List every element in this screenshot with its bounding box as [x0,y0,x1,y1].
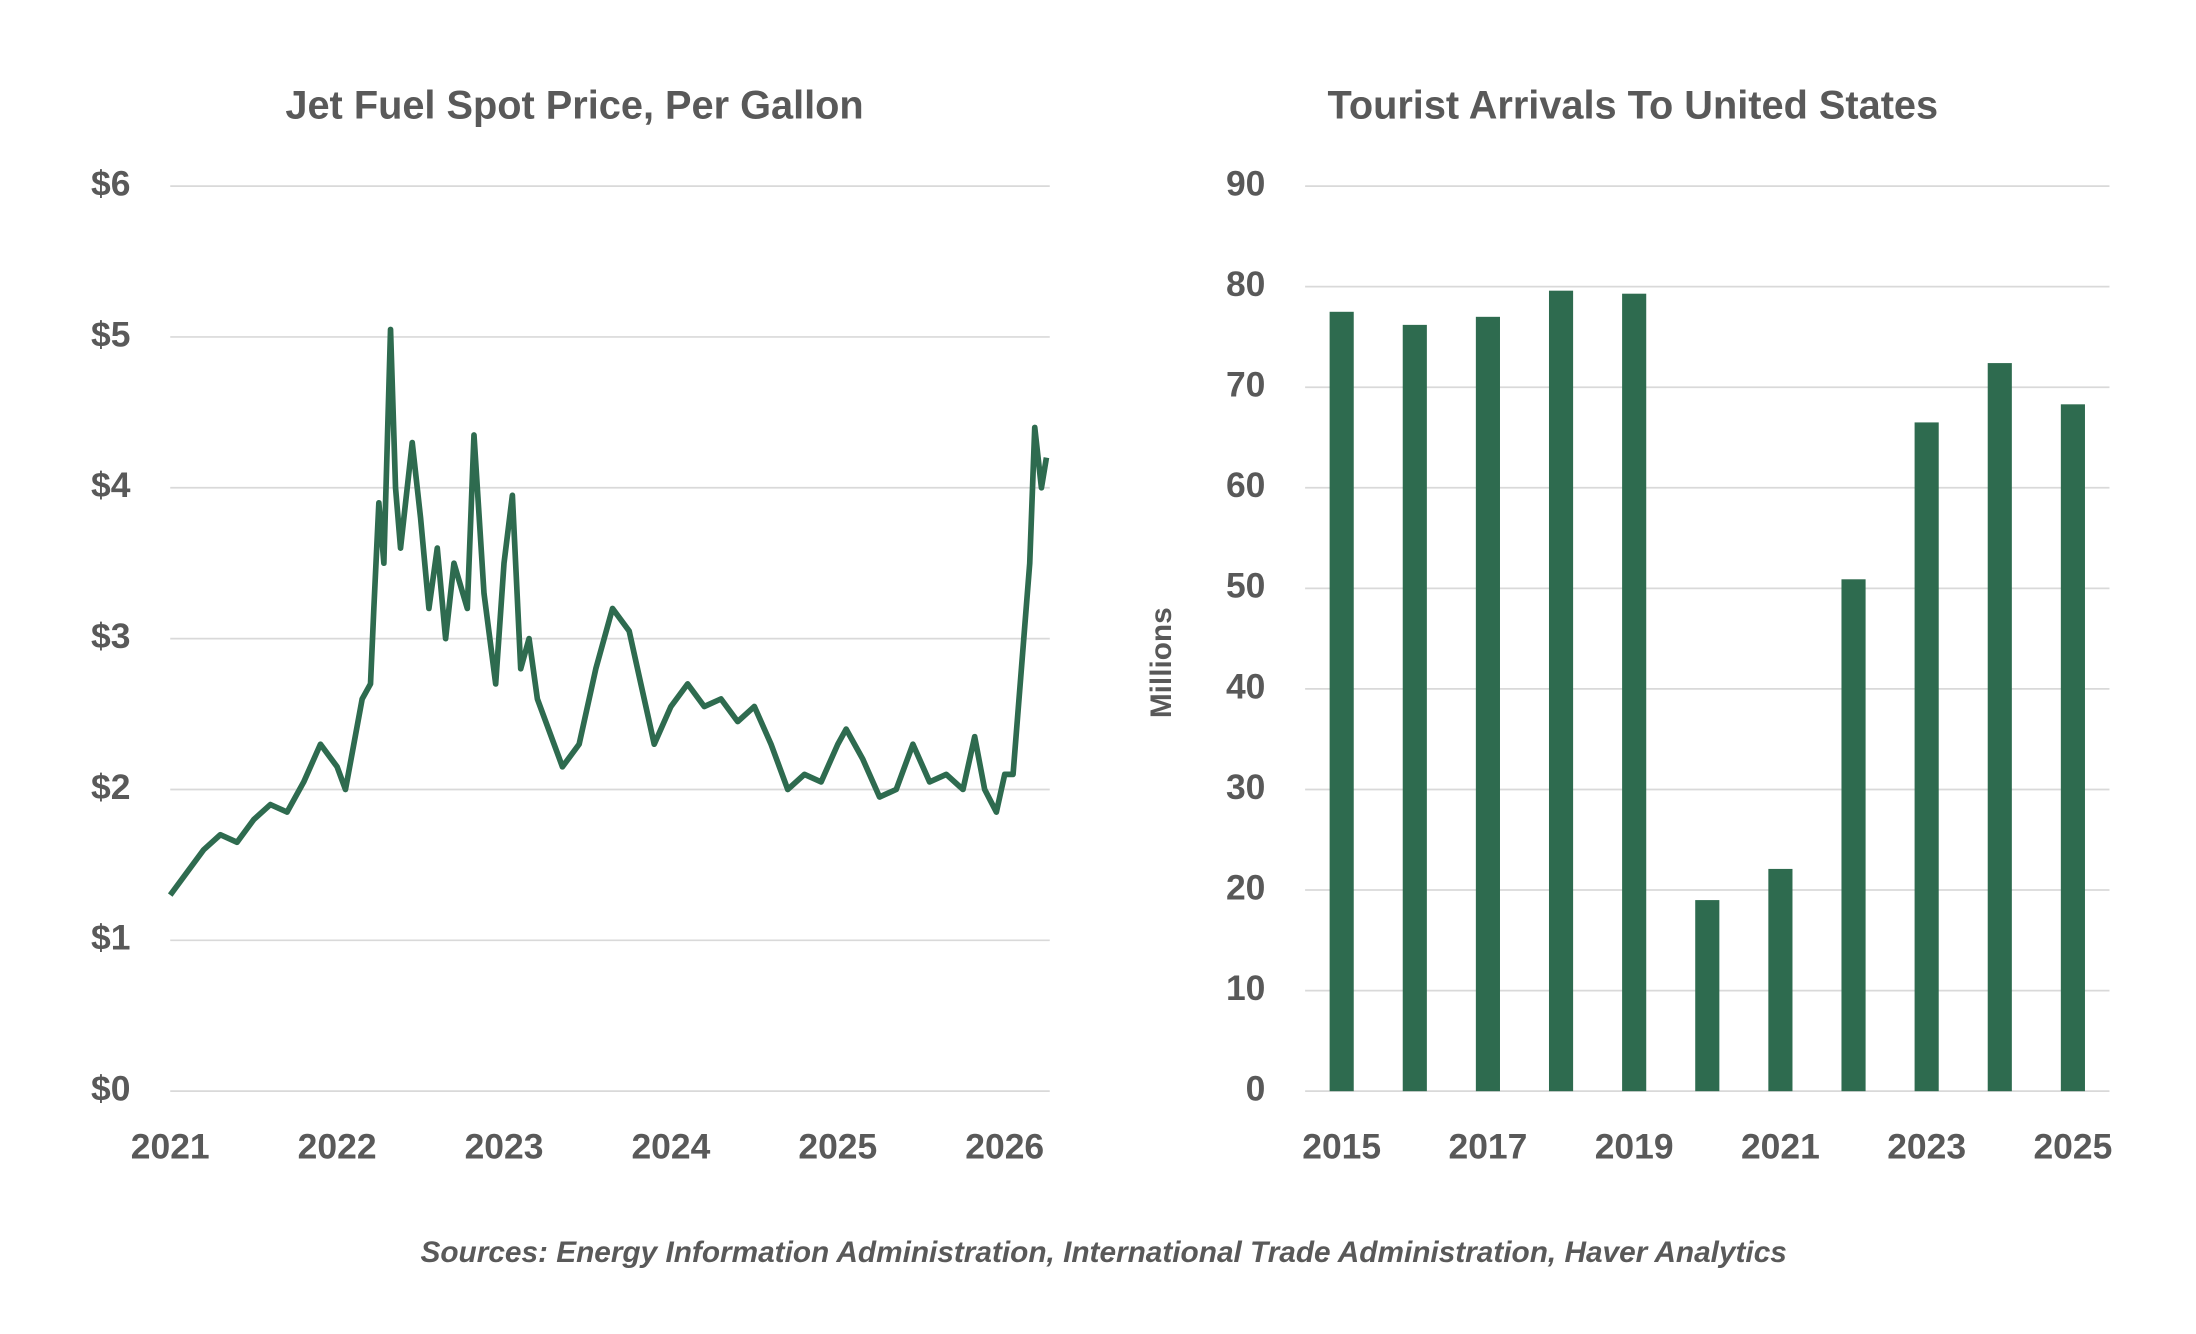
x-tick-label: 2017 [1448,1127,1527,1167]
x-tick-label: 2022 [298,1127,377,1167]
x-tick-label: 2023 [1887,1127,1966,1167]
y-tick-label: $1 [91,918,130,958]
y-tick-label: 50 [1226,566,1265,606]
y-tick-label: 60 [1226,465,1265,505]
y-tick-label: 80 [1226,264,1265,304]
bar [1695,900,1720,1092]
y-tick-label: $5 [91,314,130,354]
x-tick-label: 2026 [965,1127,1044,1167]
y-tick-label: $6 [91,163,130,203]
y-tick-label: 0 [1246,1069,1266,1109]
bar [1768,868,1793,1092]
chart-title: Tourist Arrivals To United States [1328,84,1939,128]
y-tick-label: 10 [1226,968,1265,1008]
bar [1329,311,1354,1092]
bar [1475,316,1500,1092]
bar [1402,324,1427,1092]
x-tick-label: 2021 [1741,1127,1820,1167]
bar [2060,404,2085,1092]
chart-title: Jet Fuel Spot Price, Per Gallon [285,84,863,128]
y-tick-label: 30 [1226,767,1265,807]
y-tick-label: $0 [91,1069,130,1109]
bar [1987,363,2012,1092]
x-tick-label: 2019 [1595,1127,1674,1167]
y-tick-label: 90 [1226,163,1265,203]
x-tick-label: 2023 [465,1127,544,1167]
y-tick-label: $2 [91,767,130,807]
y-tick-label: 20 [1226,867,1265,907]
x-tick-label: 2024 [631,1127,710,1167]
y-tick-label: 70 [1226,365,1265,405]
y-tick-label: $4 [91,465,131,505]
price-line [167,326,1050,897]
y-tick-label: 40 [1226,666,1265,706]
y-tick-label: $3 [91,616,130,656]
x-tick-label: 2015 [1302,1127,1381,1167]
x-tick-label: 2025 [798,1127,877,1167]
bar [1622,293,1647,1092]
bar [1914,422,1939,1092]
source-note: Sources: Energy Information Administrati… [421,1236,1787,1269]
x-tick-label: 2021 [131,1127,210,1167]
bar [1548,290,1574,1092]
y-axis-label: Millions [1145,607,1178,718]
bar [1841,579,1866,1092]
x-tick-label: 2025 [2033,1127,2112,1167]
